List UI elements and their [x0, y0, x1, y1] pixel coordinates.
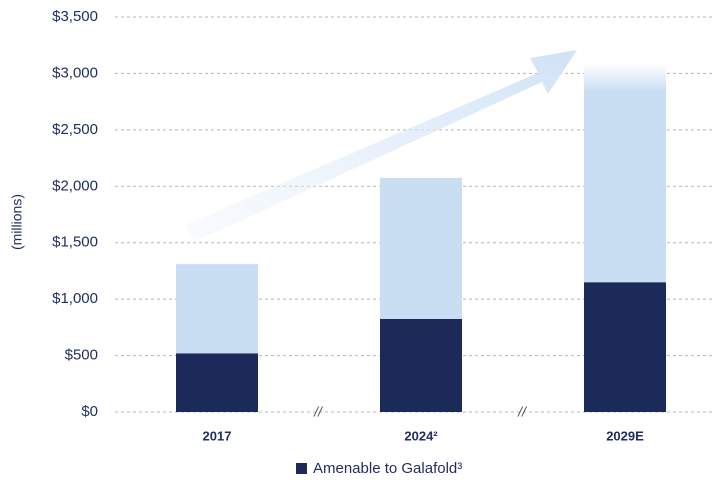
bar-segment [176, 353, 258, 412]
y-tick-label: $2,500 [52, 121, 98, 138]
bar-segment [176, 264, 258, 354]
bar-segment [380, 177, 462, 319]
y-tick-label: $500 [65, 347, 98, 364]
y-tick-label: $3,000 [52, 64, 98, 81]
axis-break: // [313, 404, 324, 420]
y-tick-label: $0 [81, 403, 98, 420]
y-tick-label: $2,000 [52, 177, 98, 194]
bar-fade [584, 63, 666, 92]
y-tick-label: $3,500 [52, 8, 98, 25]
growth-arrow [185, 50, 577, 242]
legend-label: Amenable to Galafold³ [313, 460, 462, 477]
bar-segment [584, 64, 666, 283]
y-tick-label: $1,000 [52, 290, 98, 307]
x-tick-label: 2024² [404, 428, 438, 443]
y-axis-label: (millions) [9, 194, 25, 250]
x-tick-label: 2029E [606, 428, 644, 443]
x-tick-label: 2017 [203, 428, 232, 443]
bar-segment [380, 318, 462, 412]
axis-break: // [517, 404, 528, 420]
legend-swatch [296, 463, 307, 474]
y-tick-label: $1,500 [52, 234, 98, 251]
bar-segment [584, 282, 666, 412]
